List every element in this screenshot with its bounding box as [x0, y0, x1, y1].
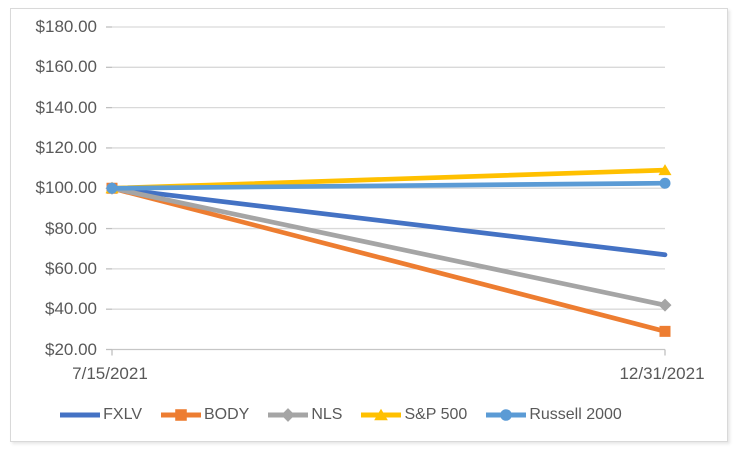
y-tick-label: $120.00: [35, 137, 97, 157]
legend-item-body: BODY: [160, 406, 250, 424]
legend-swatch-diamond-line: [268, 408, 309, 422]
data-point-marker-square: [659, 325, 671, 337]
data-point-marker-circle: [659, 177, 671, 189]
y-tick-label: $60.00: [45, 258, 97, 278]
y-tick-label: $160.00: [35, 57, 97, 77]
series-line: [109, 185, 668, 308]
series-fxlv: [109, 185, 668, 258]
series-line: [109, 185, 668, 334]
data-point-marker-diamond: [658, 298, 672, 312]
y-tick-label: $80.00: [45, 218, 97, 238]
data-point-marker-diamond: [281, 408, 296, 422]
data-point-marker-square: [175, 409, 187, 421]
x-tick-label-end: 12/31/2021: [619, 364, 705, 383]
legend-swatch-triangle-line: [361, 408, 402, 421]
legend-item-russell-2000: Russell 2000: [486, 406, 622, 424]
series-line: [109, 180, 668, 191]
legend-label: Russell 2000: [529, 406, 622, 423]
legend-item-fxlv: FXLV: [60, 406, 142, 424]
legend-swatch-line: [60, 412, 101, 418]
legend-label: FXLV: [103, 406, 142, 423]
chart-frame: [10, 8, 728, 442]
chart-legend: FXLV BODY NLS S&P 500 Russell 2000: [0, 400, 682, 430]
legend-swatch-circle-line: [486, 409, 527, 421]
y-tick-label: $20.00: [45, 339, 97, 359]
data-point-marker-circle: [106, 182, 118, 194]
legend-item-s-p-500: S&P 500: [361, 406, 467, 424]
legend-label: S&P 500: [404, 406, 468, 423]
data-point-marker-triangle: [658, 164, 672, 176]
y-tick-label: $40.00: [45, 299, 97, 319]
legend-item-nls: NLS: [268, 406, 342, 424]
x-tick-label-start: 7/15/2021: [72, 364, 148, 383]
data-point-marker-triangle: [374, 408, 389, 421]
legend-swatch-square-line: [160, 409, 201, 421]
y-tick-label: $140.00: [35, 97, 97, 117]
y-tick-label: $180.00: [35, 17, 97, 36]
legend-label: NLS: [311, 406, 343, 423]
series-russell-2000: [106, 177, 671, 194]
series-line: [109, 185, 668, 258]
y-tick-label: $100.00: [35, 178, 97, 198]
legend-label: BODY: [203, 406, 250, 423]
data-point-marker-circle: [500, 409, 513, 421]
